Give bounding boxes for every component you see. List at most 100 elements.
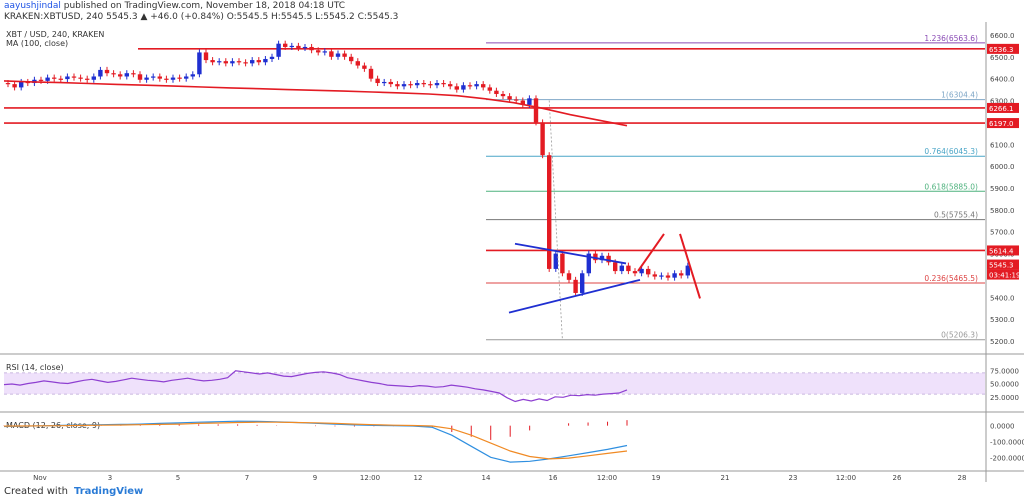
macd-tick-label: 0.0000 bbox=[990, 423, 1015, 431]
candle-body bbox=[553, 253, 558, 269]
candle-body bbox=[5, 83, 11, 85]
candle-body bbox=[560, 253, 565, 274]
price-tick-label: 6300.0 bbox=[990, 98, 1015, 106]
fib-level-label: 0(5206.3) bbox=[941, 331, 978, 340]
candle-body bbox=[25, 81, 30, 84]
x-tick-label: 12:00 bbox=[836, 474, 856, 482]
candle-body bbox=[619, 265, 624, 272]
candle-body bbox=[646, 268, 651, 275]
candle-body bbox=[401, 84, 407, 87]
candle-body bbox=[375, 78, 380, 84]
price-level-label: 5614.4 bbox=[989, 247, 1014, 255]
candle-body bbox=[230, 61, 235, 64]
candle-body bbox=[243, 62, 248, 64]
tradingview-logo[interactable]: TradingView bbox=[73, 486, 144, 497]
created-with-label: Created with bbox=[4, 486, 68, 497]
candle-body bbox=[408, 84, 413, 86]
candle-body bbox=[547, 155, 552, 269]
candle-body bbox=[12, 84, 17, 88]
candle-body bbox=[573, 279, 578, 293]
price-tick-label: 6600.0 bbox=[990, 32, 1015, 40]
candle-body bbox=[256, 60, 261, 63]
candle-body bbox=[91, 76, 96, 80]
last-price-bg bbox=[987, 259, 1019, 270]
candle-body bbox=[362, 65, 367, 69]
candle-body bbox=[395, 84, 400, 87]
price-tick-label: 5200.0 bbox=[990, 338, 1015, 346]
candle-body bbox=[184, 76, 189, 79]
triangle-lower-line bbox=[508, 278, 641, 314]
candle-body bbox=[434, 83, 440, 86]
rsi-band bbox=[4, 372, 985, 395]
candle-body bbox=[263, 58, 268, 63]
fib-level-label: 1.236(6563.6) bbox=[924, 34, 978, 43]
candle-body bbox=[157, 76, 162, 79]
candle-body bbox=[78, 77, 83, 79]
rsi-tick-label: 25.0000 bbox=[990, 394, 1019, 402]
fib-level-label: 0.764(6045.3) bbox=[924, 147, 978, 156]
candle-body bbox=[197, 52, 202, 75]
candle-body bbox=[428, 84, 433, 86]
candle-body bbox=[632, 271, 638, 274]
candle-body bbox=[269, 56, 275, 59]
candle-body bbox=[527, 98, 532, 105]
candle-body bbox=[276, 43, 281, 57]
candle-body bbox=[665, 275, 671, 278]
price-tick-label: 6400.0 bbox=[990, 76, 1015, 84]
candle-body bbox=[586, 253, 591, 274]
x-tick-label: 12 bbox=[414, 474, 423, 482]
candle-body bbox=[58, 78, 63, 80]
x-tick-label: 23 bbox=[789, 474, 798, 482]
candle-body bbox=[203, 52, 209, 61]
candle-body bbox=[487, 87, 492, 91]
candle-body bbox=[104, 69, 110, 74]
candle-body bbox=[606, 255, 611, 263]
rsi-tick-label: 50.0000 bbox=[990, 381, 1019, 389]
rsi-title: RSI (14, close) bbox=[6, 363, 64, 372]
candle-body bbox=[421, 83, 426, 85]
candle-body bbox=[118, 74, 123, 77]
ohlc-line: KRAKEN:XBTUSD, 240 5545.3 ▲ +46.0 (+0.84… bbox=[4, 12, 399, 22]
countdown-label: 03:41:19 bbox=[989, 272, 1020, 280]
candle-body bbox=[210, 60, 215, 63]
price-tick-label: 5400.0 bbox=[990, 294, 1015, 302]
candle-body bbox=[382, 81, 387, 84]
x-tick-label: 19 bbox=[652, 474, 661, 482]
rsi-line bbox=[3, 370, 628, 403]
candle-body bbox=[626, 265, 631, 272]
last-price-label: 5545.3 bbox=[989, 262, 1014, 270]
ma-100-line bbox=[3, 80, 628, 127]
candle-body bbox=[283, 43, 288, 47]
candle-body bbox=[85, 78, 90, 80]
price-level-label: 6536.3 bbox=[989, 46, 1014, 54]
candle-body bbox=[388, 81, 393, 85]
candle-body bbox=[45, 77, 50, 81]
candle-body bbox=[533, 98, 539, 123]
scenario-down-line bbox=[679, 233, 701, 299]
x-tick-label: 5 bbox=[176, 474, 180, 482]
fib-level-label: 0.5(5755.4) bbox=[934, 211, 978, 220]
candle-body bbox=[342, 53, 347, 57]
candle-body bbox=[137, 74, 143, 80]
author-link[interactable]: aayushjindal bbox=[4, 1, 61, 11]
candle-body bbox=[507, 96, 512, 100]
candle-body bbox=[599, 255, 605, 261]
fib-level-label: 1(6304.4) bbox=[941, 91, 978, 100]
fib-level-label: 0.236(5465.5) bbox=[924, 274, 978, 283]
candle-body bbox=[164, 78, 169, 80]
candle-body bbox=[685, 265, 690, 276]
publish-info: published on TradingView.com, November 1… bbox=[63, 1, 346, 11]
candle-body bbox=[223, 61, 228, 64]
candle-body bbox=[236, 61, 242, 63]
footer: Created with TradingView bbox=[4, 486, 143, 497]
candle-body bbox=[514, 99, 519, 101]
candle-body bbox=[335, 53, 341, 57]
price-tick-label: 6000.0 bbox=[990, 163, 1015, 171]
candle-body bbox=[566, 273, 572, 280]
x-tick-label: 28 bbox=[958, 474, 967, 482]
x-tick-label: 21 bbox=[721, 474, 730, 482]
candle-body bbox=[580, 273, 585, 293]
candle-body bbox=[448, 84, 453, 87]
x-tick-label: 26 bbox=[893, 474, 902, 482]
